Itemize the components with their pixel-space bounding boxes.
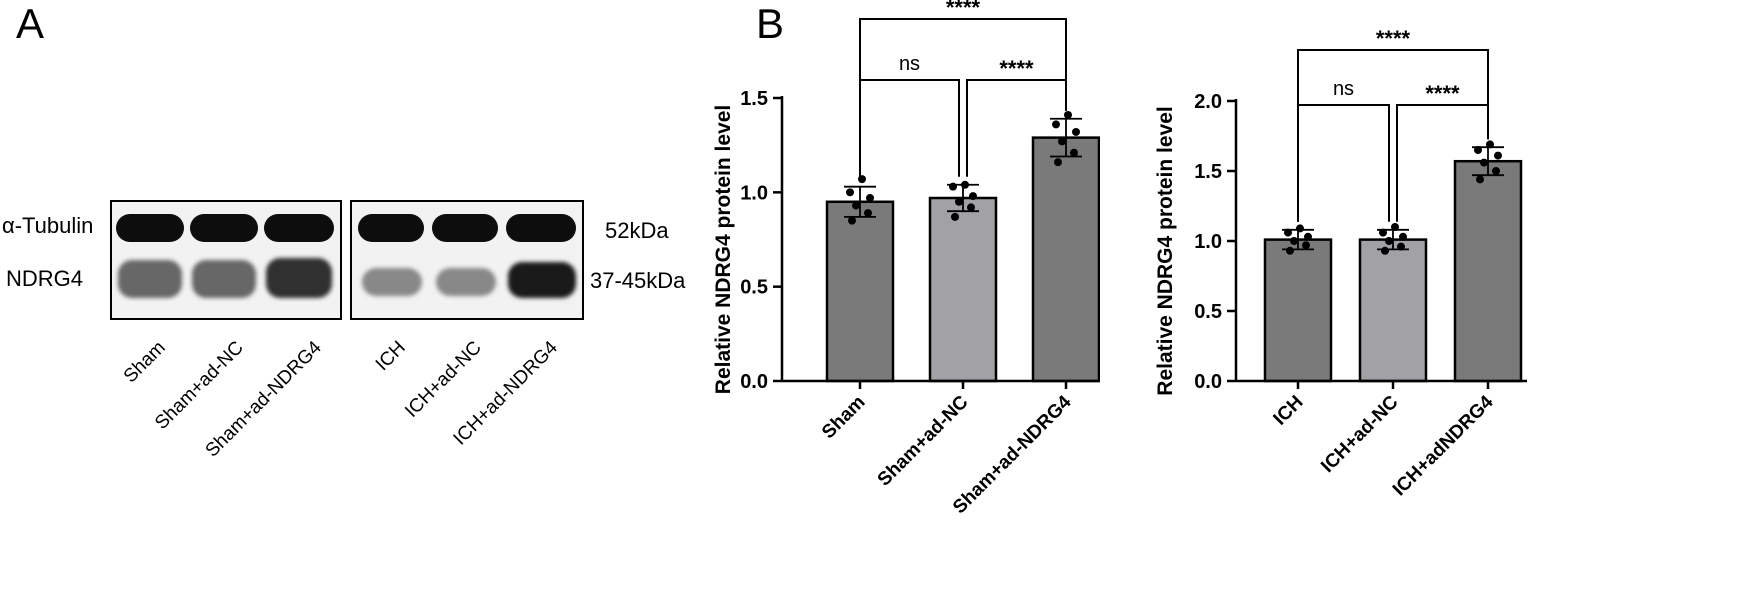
y-axis-label: Relative NDRG4 protein level xyxy=(1154,106,1177,395)
ndrg4-band xyxy=(192,260,256,298)
y-tick-label: 1.0 xyxy=(1194,231,1222,253)
tubulin-row-label: α-Tubulin xyxy=(2,213,94,238)
x-tick-label: ICH+ad-NC xyxy=(1317,391,1403,477)
tubulin-band xyxy=(358,214,424,242)
y-tick-label: 0.5 xyxy=(740,277,768,299)
x-tick-label: Sham+ad-NC xyxy=(874,391,973,490)
tubulin-band xyxy=(116,214,184,242)
data-point xyxy=(961,180,969,189)
bar xyxy=(928,196,998,383)
data-point xyxy=(1494,151,1502,160)
data-point xyxy=(1480,158,1488,167)
tubulin-band xyxy=(432,214,498,242)
data-point xyxy=(1304,232,1312,241)
data-point xyxy=(848,216,856,225)
data-point xyxy=(1054,158,1062,167)
y-axis-label: Relative NDRG4 protein level xyxy=(712,105,735,394)
significance-label: ns xyxy=(1333,78,1354,100)
data-point xyxy=(1476,175,1484,184)
blot-right xyxy=(350,200,584,320)
data-point xyxy=(1379,228,1387,237)
data-point xyxy=(969,192,977,201)
data-point xyxy=(951,212,959,221)
blot-left xyxy=(110,200,342,320)
data-point xyxy=(864,209,872,218)
lane-label: Sham xyxy=(120,337,171,388)
data-point xyxy=(1052,120,1060,129)
y-tick-label: 1.5 xyxy=(1194,161,1222,183)
significance-label: **** xyxy=(946,0,981,20)
panel-letter-a: A xyxy=(16,0,45,47)
data-point xyxy=(1296,224,1304,233)
significance-bracket xyxy=(859,79,960,179)
data-point xyxy=(1284,228,1292,237)
data-point xyxy=(1302,241,1310,250)
bar xyxy=(1358,238,1428,383)
ndrg4-band xyxy=(508,262,576,298)
data-point xyxy=(1474,146,1482,154)
data-point xyxy=(1290,237,1298,245)
bar xyxy=(1031,136,1100,383)
data-point xyxy=(1064,110,1072,119)
bar xyxy=(1263,238,1333,383)
significance-bracket xyxy=(1297,104,1390,222)
bar xyxy=(825,200,895,383)
y-tick-label: 2.0 xyxy=(1194,91,1222,113)
tubulin-band xyxy=(264,214,334,242)
data-point xyxy=(1058,137,1066,146)
data-point xyxy=(1070,148,1078,157)
data-point xyxy=(1385,237,1393,245)
ndrg4-band xyxy=(362,268,422,296)
lane-label: ICH xyxy=(372,337,411,376)
data-point xyxy=(852,201,860,210)
x-tick-label: Sham xyxy=(818,392,869,443)
ndrg4-band xyxy=(118,260,182,298)
data-point xyxy=(846,188,854,197)
ndrg4-row-label: NDRG4 xyxy=(6,266,84,291)
x-tick-label: ICH+adNDRG4 xyxy=(1389,391,1498,500)
significance-label: **** xyxy=(1425,81,1460,106)
significance-label: **** xyxy=(999,56,1034,81)
data-point xyxy=(1381,246,1389,255)
data-point xyxy=(1391,223,1399,231)
y-tick-label: 1.0 xyxy=(740,182,768,204)
ndrg4-band xyxy=(436,268,496,296)
significance-label: **** xyxy=(1376,26,1411,51)
y-tick-label: 1.5 xyxy=(740,88,768,110)
ndrg4-size-label: 37-45kDa xyxy=(590,268,686,293)
tubulin-band xyxy=(190,214,258,242)
significance-bracket xyxy=(1297,49,1489,222)
y-tick-label: 0.0 xyxy=(740,371,768,393)
x-tick-label: ICH xyxy=(1270,392,1308,430)
data-point xyxy=(1397,242,1405,251)
data-point xyxy=(1072,127,1080,136)
data-point xyxy=(866,193,874,202)
ndrg4-band xyxy=(266,258,332,298)
y-tick-label: 0.0 xyxy=(1194,371,1222,393)
y-tick-label: 0.5 xyxy=(1194,301,1222,323)
bar xyxy=(1453,159,1523,383)
data-point xyxy=(1492,167,1500,175)
data-point xyxy=(1486,140,1494,149)
significance-label: ns xyxy=(899,53,920,75)
data-point xyxy=(955,197,963,206)
significance-bracket xyxy=(859,18,1067,179)
data-point xyxy=(949,182,957,191)
tubulin-band xyxy=(506,214,576,242)
data-point xyxy=(967,203,975,212)
data-point xyxy=(1399,232,1407,241)
panel-letter-b: B xyxy=(756,0,785,47)
data-point xyxy=(1286,246,1294,255)
tubulin-size-label: 52kDa xyxy=(605,218,669,243)
